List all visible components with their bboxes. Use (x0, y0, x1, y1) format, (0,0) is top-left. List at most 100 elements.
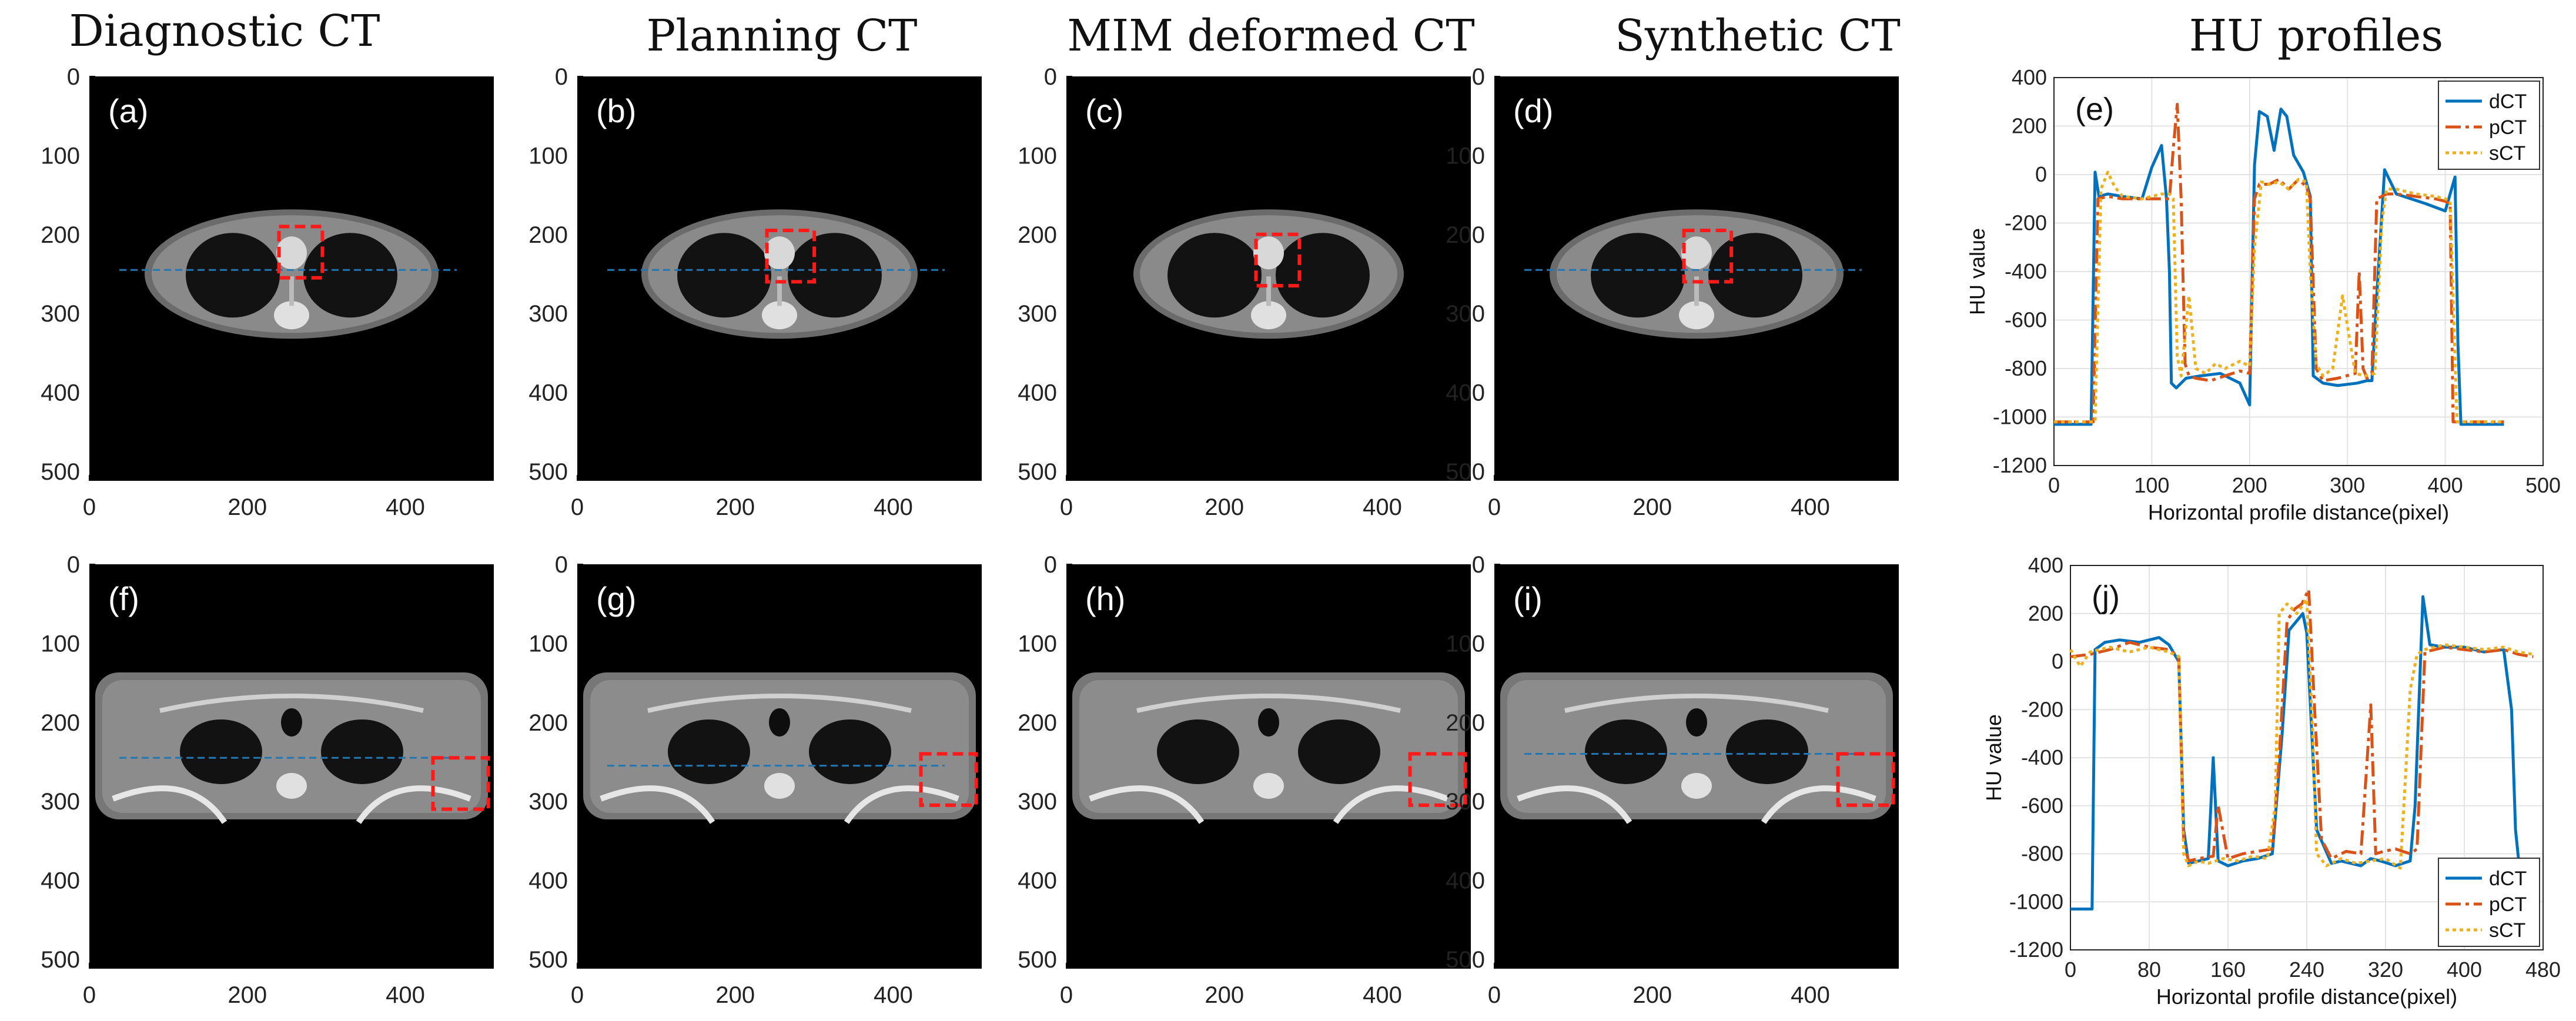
y-tick-label: 100 (1018, 631, 1057, 657)
y-tick-label: 100 (528, 143, 568, 169)
y-tick-label: 400 (528, 868, 568, 894)
x-tick-label: 0 (1488, 494, 1501, 520)
right-scapula (356, 785, 471, 824)
panel-tag: (d) (1513, 92, 1553, 129)
right-lung (303, 233, 397, 318)
y-tick-label: -400 (2005, 259, 2047, 283)
ct-panel-f: (f) 0 200 400 0 100 200 300 400 500 (41, 552, 494, 1008)
column-title-diagnostic-ct: Diagnostic CT (69, 6, 380, 56)
spinal-column (289, 276, 294, 306)
legend-label-sCT: sCT (2489, 142, 2525, 165)
y-tick-label: 300 (1018, 301, 1057, 327)
y-tick-label: -400 (2021, 745, 2063, 769)
legend-label-pCT: pCT (2489, 893, 2527, 916)
vertebra (764, 772, 795, 799)
left-lung (1585, 719, 1667, 784)
x-tick-label: 200 (1632, 494, 1672, 520)
y-tick-label: 300 (41, 301, 80, 327)
y-tick-label: 500 (528, 459, 568, 485)
y-tick-label: -200 (2005, 211, 2047, 235)
y-tick-label: 400 (41, 380, 80, 406)
y-tick-label: 0 (555, 552, 568, 578)
x-tick-label: 0 (571, 494, 584, 520)
y-tick-label: 0 (67, 552, 80, 578)
y-tick-label: 100 (528, 631, 568, 657)
series-line-dCT (2054, 108, 2504, 426)
right-scapula (1761, 785, 1876, 824)
y-tick-label: 300 (528, 789, 568, 815)
x-tick-label: 0 (1060, 494, 1073, 520)
y-tick-label: 500 (528, 947, 568, 973)
legend: dCT pCT sCT (2438, 858, 2540, 947)
hu-profile-chart-e: 0 100 200 300 400 500 400 200 0 -200 -400 -600 -800 -… (1965, 65, 2561, 524)
right-lung (1726, 719, 1808, 784)
vertebra (762, 301, 797, 330)
left-scapula (600, 785, 715, 824)
roi-box (919, 752, 978, 807)
x-tick-label: 0 (1060, 982, 1073, 1008)
y-tick-label: 200 (41, 222, 80, 248)
hu-profile-chart-j: 0 80 160 240 320 400 480 400 200 0 -200 -400 -600 -80… (1982, 553, 2561, 1009)
x-tick-label: 0 (2048, 473, 2060, 497)
soft-tissue (590, 679, 969, 813)
y-tick-label: 200 (2028, 601, 2063, 625)
y-tick-label: 300 (528, 301, 568, 327)
x-tick-label: 200 (228, 982, 267, 1008)
left-lung (1591, 233, 1685, 318)
left-lung (1167, 233, 1262, 318)
plot-frame (2053, 77, 2544, 466)
y-tick-label: 200 (1446, 710, 1485, 736)
left-lung (668, 719, 750, 784)
panel-tag: (b) (596, 92, 636, 129)
y-tick-label: 0 (1044, 552, 1057, 578)
legend: dCT pCT sCT (2438, 81, 2540, 170)
spinal-column (1266, 276, 1271, 306)
trachea (1686, 708, 1707, 737)
y-tick-label: 300 (41, 789, 80, 815)
y-tick-label: 300 (1446, 301, 1485, 327)
y-tick-label: 200 (41, 710, 80, 736)
y-tick-label: 200 (1446, 222, 1485, 248)
panel-tag: (f) (108, 580, 139, 617)
roi-box (1408, 752, 1467, 807)
x-tick-label: 320 (2368, 958, 2403, 982)
column-title-synthetic-ct: Synthetic CT (1615, 11, 1901, 61)
x-tick-label: 200 (228, 494, 267, 520)
y-tick-label: 100 (41, 143, 80, 169)
chart-tag: (e) (2075, 92, 2114, 127)
left-scapula (112, 785, 228, 824)
x-tick-label: 0 (1488, 982, 1501, 1008)
legend-label-dCT: dCT (2489, 868, 2527, 890)
vertebra (1253, 772, 1284, 799)
soft-tissue (102, 679, 481, 813)
ct-panel-a: (a) 0 200 400 0 100 200 300 400 500 (41, 64, 494, 520)
x-tick-label: 0 (2065, 958, 2076, 982)
column-title-mim-deformed-ct: MIM deformed CT (1067, 11, 1475, 61)
y-tick-label: 400 (1446, 868, 1485, 894)
x-tick-label: 400 (1791, 982, 1830, 1008)
x-tick-label: 300 (2330, 473, 2365, 497)
x-tick-label: 500 (2525, 473, 2561, 497)
roi-box (1682, 229, 1734, 284)
panel-tag: (a) (108, 92, 148, 129)
panel-tag: (i) (1513, 580, 1543, 617)
y-tick-label: -1000 (2009, 889, 2063, 913)
vertebra (1679, 301, 1714, 330)
y-tick-label: -600 (2005, 308, 2047, 332)
series-line-sCT (2069, 597, 2534, 870)
y-tick-label: 0 (555, 64, 568, 90)
y-tick-label: 500 (41, 459, 80, 485)
x-tick-label: 200 (1205, 982, 1244, 1008)
y-tick-label: 100 (1446, 143, 1485, 169)
y-tick-label: 0 (1472, 552, 1485, 578)
x-tick-label: 200 (1205, 494, 1244, 520)
x-tick-label: 100 (2134, 473, 2169, 497)
y-tick-label: 300 (1018, 789, 1057, 815)
y-tick-label: 200 (1018, 222, 1057, 248)
x-tick-label: 0 (571, 982, 584, 1008)
x-tick-label: 0 (83, 494, 96, 520)
y-tick-label: 500 (1446, 459, 1485, 485)
legend-label-sCT: sCT (2489, 919, 2525, 942)
spinal-column (1694, 276, 1699, 306)
